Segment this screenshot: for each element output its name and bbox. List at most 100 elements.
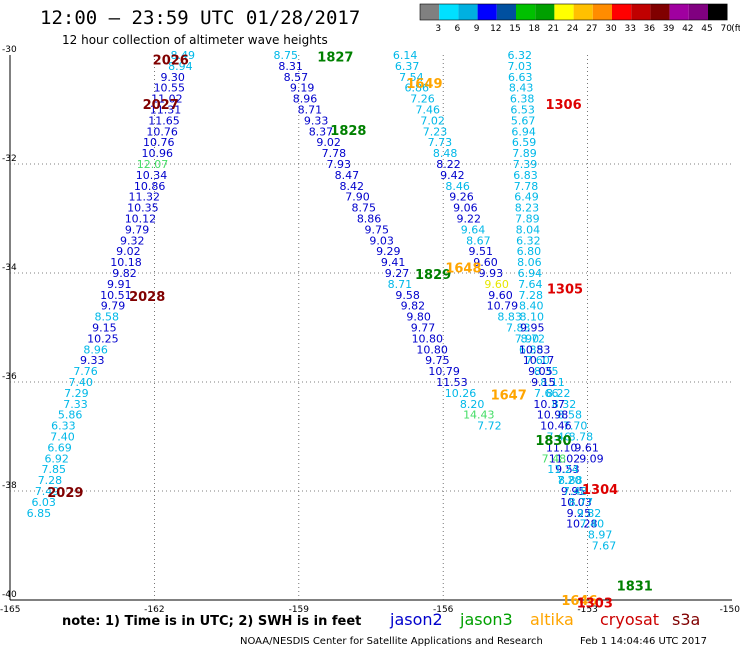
data-point-value: 10.46: [540, 420, 572, 433]
data-point-value: 6.94: [511, 125, 536, 138]
data-point-value: 9.05: [528, 365, 553, 378]
y-tick-label: -32: [2, 154, 17, 164]
data-point-value: 7.54: [399, 71, 424, 84]
data-point-value: 7.90: [345, 191, 370, 204]
data-point-value: 9.33: [304, 114, 329, 127]
data-point-value: 8.22: [546, 387, 571, 400]
data-point-value: 10.80: [412, 332, 444, 345]
data-point-value: 7.20: [557, 474, 582, 487]
data-point-value: 8.83: [497, 311, 522, 324]
data-point-value: 6.86: [404, 82, 429, 95]
data-point-value: 7.26: [410, 93, 435, 106]
data-point-value: 7.46: [546, 431, 571, 444]
data-point-value: 6.83: [513, 169, 538, 182]
data-point-value: 6.92: [44, 452, 69, 465]
data-point-value: 9.75: [365, 223, 390, 236]
data-point-value: 7.90: [515, 332, 540, 345]
data-series: 8.498.949.3010.5511.0211.3111.6510.7610.…: [27, 49, 617, 553]
data-point-value: 7.89: [515, 213, 540, 226]
credit-left: NOAA/NESDIS Center for Satellite Applica…: [240, 636, 543, 647]
data-point-value: 9.64: [461, 223, 486, 236]
data-point-value: 8.58: [558, 409, 583, 422]
data-point-value: 8.43: [509, 82, 534, 95]
x-tick-label: -153: [577, 605, 597, 615]
data-point-value: 8.22: [436, 158, 461, 171]
chart-subtitle: 12 hour collection of altimeter wave hei…: [62, 33, 328, 47]
data-point-value: 7.40: [580, 518, 605, 531]
data-point-value: 12.07: [137, 158, 169, 171]
pass-label: 1304: [582, 483, 618, 498]
data-point-value: 7.70: [563, 420, 588, 433]
data-point-value: 8.47: [335, 169, 360, 182]
colorbar-label: 27: [586, 24, 597, 34]
pass-label: 2029: [47, 486, 83, 501]
data-point-value: 7.29: [64, 387, 89, 400]
data-point-value: 8.42: [339, 180, 364, 193]
data-point-value: 10.80: [416, 343, 448, 356]
satellite-legend: jason2 jason3 altika cryosat s3a: [389, 610, 700, 629]
data-point-value: 6.63: [508, 71, 533, 84]
data-point-value: 6.53: [510, 104, 535, 117]
data-point-value: 8.37: [309, 125, 334, 138]
data-point-value: 9.25: [567, 507, 592, 520]
data-point-value: 9.02: [116, 245, 141, 258]
data-point-value: 11.32: [129, 191, 161, 204]
colorbar-label: 24: [567, 24, 579, 34]
colorbar-swatch: [573, 4, 593, 20]
data-point-value: 6.38: [510, 93, 535, 106]
series-1649: 6.146.377.546.867.267.467.027.237.738.48…: [393, 49, 604, 465]
data-point-value: 9.79: [125, 223, 150, 236]
data-point-value: 10.26: [445, 387, 477, 400]
data-point-value: 9.02: [316, 136, 341, 149]
pass-label: 1646: [561, 594, 597, 609]
data-point-value: 7.78: [322, 147, 347, 160]
data-point-value: 7.60: [525, 354, 550, 367]
data-point-value: 9.53: [555, 463, 580, 476]
y-tick-label: -38: [2, 481, 17, 491]
data-point-value: 9.93: [479, 267, 504, 280]
data-point-value: 7.83: [506, 322, 531, 335]
pass-label: 1647: [491, 389, 527, 404]
series-1306: 6.327.036.638.436.386.535.676.946.597.89…: [507, 49, 597, 531]
data-point-value: 8.75: [352, 202, 377, 215]
colorbar-label: 70: [720, 24, 732, 34]
colorbar-swatch: [669, 4, 689, 20]
data-point-value: 7.46: [416, 104, 441, 117]
data-point-value: 7.78: [514, 180, 539, 193]
data-point-value: 7.03: [507, 60, 532, 73]
data-point-value: 8.58: [94, 311, 119, 324]
data-point-value: 8.94: [168, 60, 193, 73]
y-axis-ticks: -30 -32 -34 -36 -38 -40: [2, 45, 17, 600]
data-point-value: 7.33: [63, 398, 88, 411]
data-point-value: 6.32: [507, 49, 532, 62]
footer-note: note: 1) Time is in UTC; 2) SWH is in fe…: [62, 614, 361, 629]
data-point-value: 10.79: [428, 365, 460, 378]
data-point-value: 11.31: [150, 104, 182, 117]
data-point-value: 7.66: [534, 387, 559, 400]
data-point-value: 10.25: [87, 332, 119, 345]
x-tick-label: -165: [0, 605, 20, 615]
data-point-value: 7.49: [35, 485, 60, 498]
colorbar-label: 42: [682, 24, 693, 34]
data-point-value: 9.32: [120, 234, 145, 247]
data-point-value: 9.77: [411, 322, 436, 335]
grid-lines: [10, 55, 732, 600]
data-point-value: 9.27: [385, 267, 410, 280]
data-point-value: 9.19: [290, 82, 315, 95]
colorbar-swatch: [708, 4, 728, 20]
data-point-value: 8.48: [433, 147, 458, 160]
data-point-value: 10.18: [110, 256, 142, 269]
data-point-value: 7.85: [42, 463, 67, 476]
pass-label: 1648: [445, 262, 481, 277]
data-point-value: 10.12: [125, 213, 157, 226]
data-point-value: 9.58: [395, 289, 420, 302]
pass-label: 1649: [406, 77, 442, 92]
data-point-value: 7.48: [563, 485, 588, 498]
colorbar-swatch: [439, 4, 459, 20]
data-point-value: 6.94: [518, 267, 543, 280]
data-point-value: 10.76: [146, 125, 178, 138]
colorbar-swatch: [650, 4, 670, 20]
data-point-value: 6.69: [47, 441, 72, 454]
data-point-value: 8.06: [517, 256, 542, 269]
colorbar-swatch: [688, 4, 708, 20]
